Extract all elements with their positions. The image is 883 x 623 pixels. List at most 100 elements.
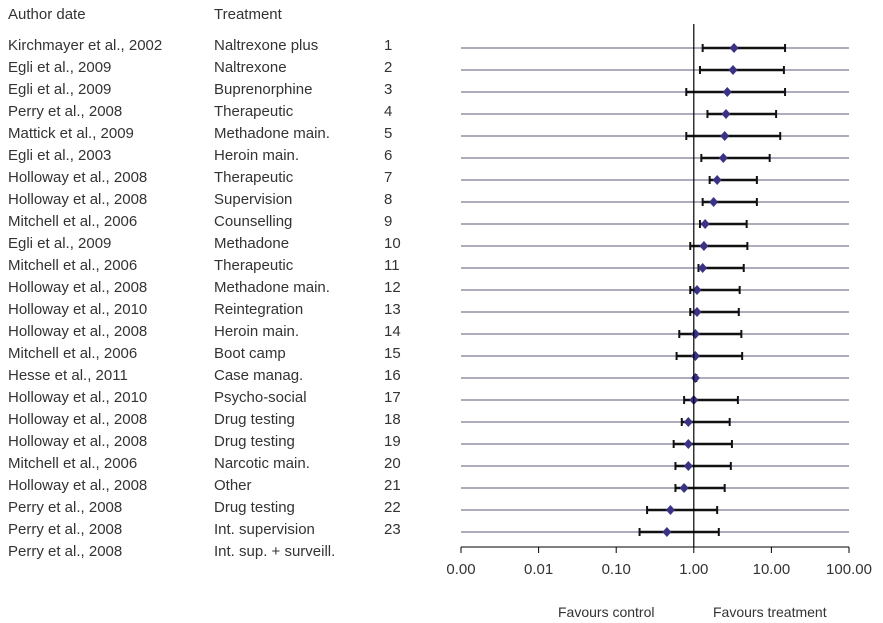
study-author: Egli et al., 2009 — [8, 235, 112, 252]
x-tick-label: 0.00 — [446, 561, 475, 578]
study-treatment: Methadone main. — [214, 125, 330, 142]
study-treatment: Heroin main. — [214, 323, 300, 340]
study-treatment: Therapeutic — [214, 257, 294, 274]
estimate-diamond — [728, 65, 738, 75]
study-number: 10 — [384, 235, 401, 252]
study-author: Perry et al., 2008 — [8, 521, 123, 538]
study-number: 13 — [384, 301, 401, 318]
estimate-diamond — [709, 197, 719, 207]
study-treatment: Naltrexone plus — [214, 37, 319, 54]
study-author: Perry et al., 2008 — [8, 499, 123, 516]
estimate-diamond — [729, 43, 739, 53]
estimate-diamond — [690, 351, 700, 361]
study-number: 22 — [384, 499, 401, 516]
study-author: Holloway et al., 2008 — [8, 169, 148, 186]
study-author: Mitchell et al., 2006 — [8, 213, 138, 230]
study-author: Egli et al., 2009 — [8, 81, 112, 98]
study-author: Egli et al., 2003 — [8, 147, 112, 164]
favours-treatment-label: Favours treatment — [713, 604, 827, 620]
estimate-diamond — [683, 439, 693, 449]
study-treatment: Therapeutic — [214, 103, 294, 120]
estimate-diamond — [718, 153, 728, 163]
x-tick-label: 10.00 — [753, 561, 791, 578]
study-number: 8 — [384, 191, 393, 208]
study-author: Mattick et al., 2009 — [8, 125, 134, 142]
study-author: Holloway et al., 2008 — [8, 477, 148, 494]
study-author: Holloway et al., 2008 — [8, 411, 148, 428]
study-author: Hesse et al., 2011 — [8, 367, 128, 384]
favours-control-label: Favours control — [558, 604, 655, 620]
study-number: 3 — [384, 81, 393, 98]
estimate-diamond — [722, 87, 732, 97]
study-author: Holloway et al., 2008 — [8, 279, 148, 296]
estimate-diamond — [683, 417, 693, 427]
study-number: 17 — [384, 389, 401, 406]
study-treatment: Methadone — [214, 235, 290, 252]
study-number: 15 — [384, 345, 401, 362]
study-number: 4 — [384, 103, 393, 120]
estimate-diamond — [690, 329, 700, 339]
study-author: Holloway et al., 2010 — [8, 389, 148, 406]
study-author: Holloway et al., 2008 — [8, 191, 148, 208]
study-number: 16 — [384, 367, 401, 384]
treatment-column-header: Treatment — [214, 6, 282, 23]
x-tick-label: 100.00 — [826, 561, 872, 578]
study-number: 21 — [384, 477, 401, 494]
author-column-header: Author date — [8, 6, 86, 23]
estimate-diamond — [721, 109, 731, 119]
study-number: 23 — [384, 521, 401, 538]
study-treatment: Int. sup. + surveill. — [214, 543, 336, 560]
estimate-diamond — [698, 263, 708, 273]
study-treatment: Case manag. — [214, 367, 304, 384]
x-tick-label: 0.10 — [602, 561, 631, 578]
study-treatment: Reintegration — [214, 301, 304, 318]
study-number: 14 — [384, 323, 401, 340]
estimate-diamond — [699, 241, 709, 251]
study-number: 18 — [384, 411, 401, 428]
study-treatment: Methadone main. — [214, 279, 330, 296]
study-author: Mitchell et al., 2006 — [8, 455, 138, 472]
estimate-diamond — [712, 175, 722, 185]
estimate-diamond — [679, 483, 689, 493]
study-number: 19 — [384, 433, 401, 450]
study-treatment: Boot camp — [214, 345, 286, 362]
study-author: Egli et al., 2009 — [8, 59, 112, 76]
study-treatment: Drug testing — [214, 433, 295, 450]
study-author: Mitchell et al., 2006 — [8, 345, 138, 362]
study-author: Holloway et al., 2008 — [8, 433, 148, 450]
study-author: Holloway et al., 2010 — [8, 301, 148, 318]
estimate-diamond — [662, 527, 672, 537]
study-treatment: Drug testing — [214, 411, 295, 428]
study-treatment: Supervision — [214, 191, 293, 208]
study-author: Perry et al., 2008 — [8, 103, 123, 120]
study-treatment: Therapeutic — [214, 169, 294, 186]
study-author: Holloway et al., 2008 — [8, 323, 148, 340]
x-tick-label: 0.01 — [524, 561, 553, 578]
estimate-diamond — [690, 373, 700, 383]
study-treatment: Naltrexone — [214, 59, 287, 76]
study-treatment: Int. supervision — [214, 521, 315, 538]
study-number: 7 — [384, 169, 393, 186]
study-treatment: Narcotic main. — [214, 455, 310, 472]
study-number: 9 — [384, 213, 393, 230]
study-table: Kirchmayer et al., 2002 Naltrexone plus 1 E… — [0, 0, 440, 560]
study-number: 12 — [384, 279, 401, 296]
study-author: Mitchell et al., 2006 — [8, 257, 138, 274]
estimate-diamond — [692, 285, 702, 295]
study-treatment: Other — [214, 477, 252, 494]
study-treatment: Drug testing — [214, 499, 295, 516]
estimate-diamond — [720, 131, 730, 141]
study-author: Perry et al., 2008 — [8, 543, 123, 560]
study-number: 1 — [384, 37, 393, 54]
study-number: 5 — [384, 125, 393, 142]
study-number: 11 — [384, 257, 400, 274]
estimate-diamond — [692, 307, 702, 317]
x-tick-label: 1.00 — [679, 561, 708, 578]
study-author: Kirchmayer et al., 2002 — [8, 37, 163, 54]
study-treatment: Buprenorphine — [214, 81, 313, 98]
study-number: 2 — [384, 59, 393, 76]
study-treatment: Psycho-social — [214, 389, 307, 406]
study-treatment: Counselling — [214, 213, 293, 230]
estimate-diamond — [700, 219, 710, 229]
